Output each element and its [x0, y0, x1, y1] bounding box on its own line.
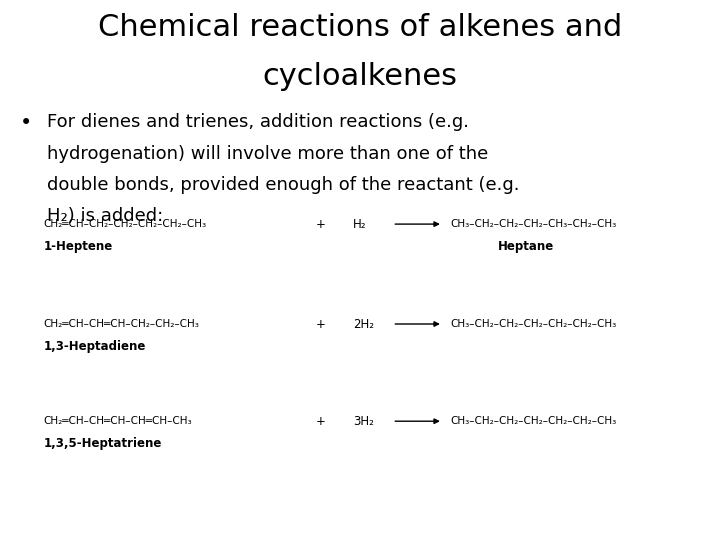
- Text: CH₃–CH₂–CH₂–CH₂–CH₂–CH₂–CH₃: CH₃–CH₂–CH₂–CH₂–CH₂–CH₂–CH₃: [450, 319, 616, 329]
- Text: +: +: [315, 218, 325, 231]
- Text: 3H₂: 3H₂: [353, 415, 374, 428]
- Text: CH₃–CH₂–CH₂–CH₂–CH₃–CH₂–CH₃: CH₃–CH₂–CH₂–CH₂–CH₃–CH₂–CH₃: [450, 219, 616, 229]
- Text: CH₂═CH–CH₂–CH₂–CH₂–CH₂–CH₃: CH₂═CH–CH₂–CH₂–CH₂–CH₂–CH₃: [43, 219, 207, 229]
- Text: CH₂═CH–CH═CH–CH₂–CH₂–CH₃: CH₂═CH–CH═CH–CH₂–CH₂–CH₃: [43, 319, 199, 329]
- Text: hydrogenation) will involve more than one of the: hydrogenation) will involve more than on…: [47, 145, 488, 163]
- Text: •: •: [20, 113, 32, 133]
- Text: 1,3-Heptadiene: 1,3-Heptadiene: [43, 340, 145, 353]
- Text: CH₃–CH₂–CH₂–CH₂–CH₂–CH₂–CH₃: CH₃–CH₂–CH₂–CH₂–CH₂–CH₂–CH₃: [450, 416, 616, 426]
- Text: 2H₂: 2H₂: [353, 318, 374, 330]
- Text: H₂) is added:: H₂) is added:: [47, 207, 163, 225]
- Text: 1-Heptene: 1-Heptene: [43, 240, 112, 253]
- Text: 1,3,5-Heptatriene: 1,3,5-Heptatriene: [43, 437, 161, 450]
- Text: Heptane: Heptane: [498, 240, 554, 253]
- Text: cycloalkenes: cycloalkenes: [263, 62, 457, 91]
- Text: For dienes and trienes, addition reactions (e.g.: For dienes and trienes, addition reactio…: [47, 113, 469, 131]
- Text: +: +: [315, 318, 325, 330]
- Text: Chemical reactions of alkenes and: Chemical reactions of alkenes and: [98, 14, 622, 43]
- Text: +: +: [315, 415, 325, 428]
- Text: CH₂═CH–CH═CH–CH═CH–CH₃: CH₂═CH–CH═CH–CH═CH–CH₃: [43, 416, 192, 426]
- Text: double bonds, provided enough of the reactant (e.g.: double bonds, provided enough of the rea…: [47, 176, 519, 194]
- Text: H₂: H₂: [353, 218, 366, 231]
